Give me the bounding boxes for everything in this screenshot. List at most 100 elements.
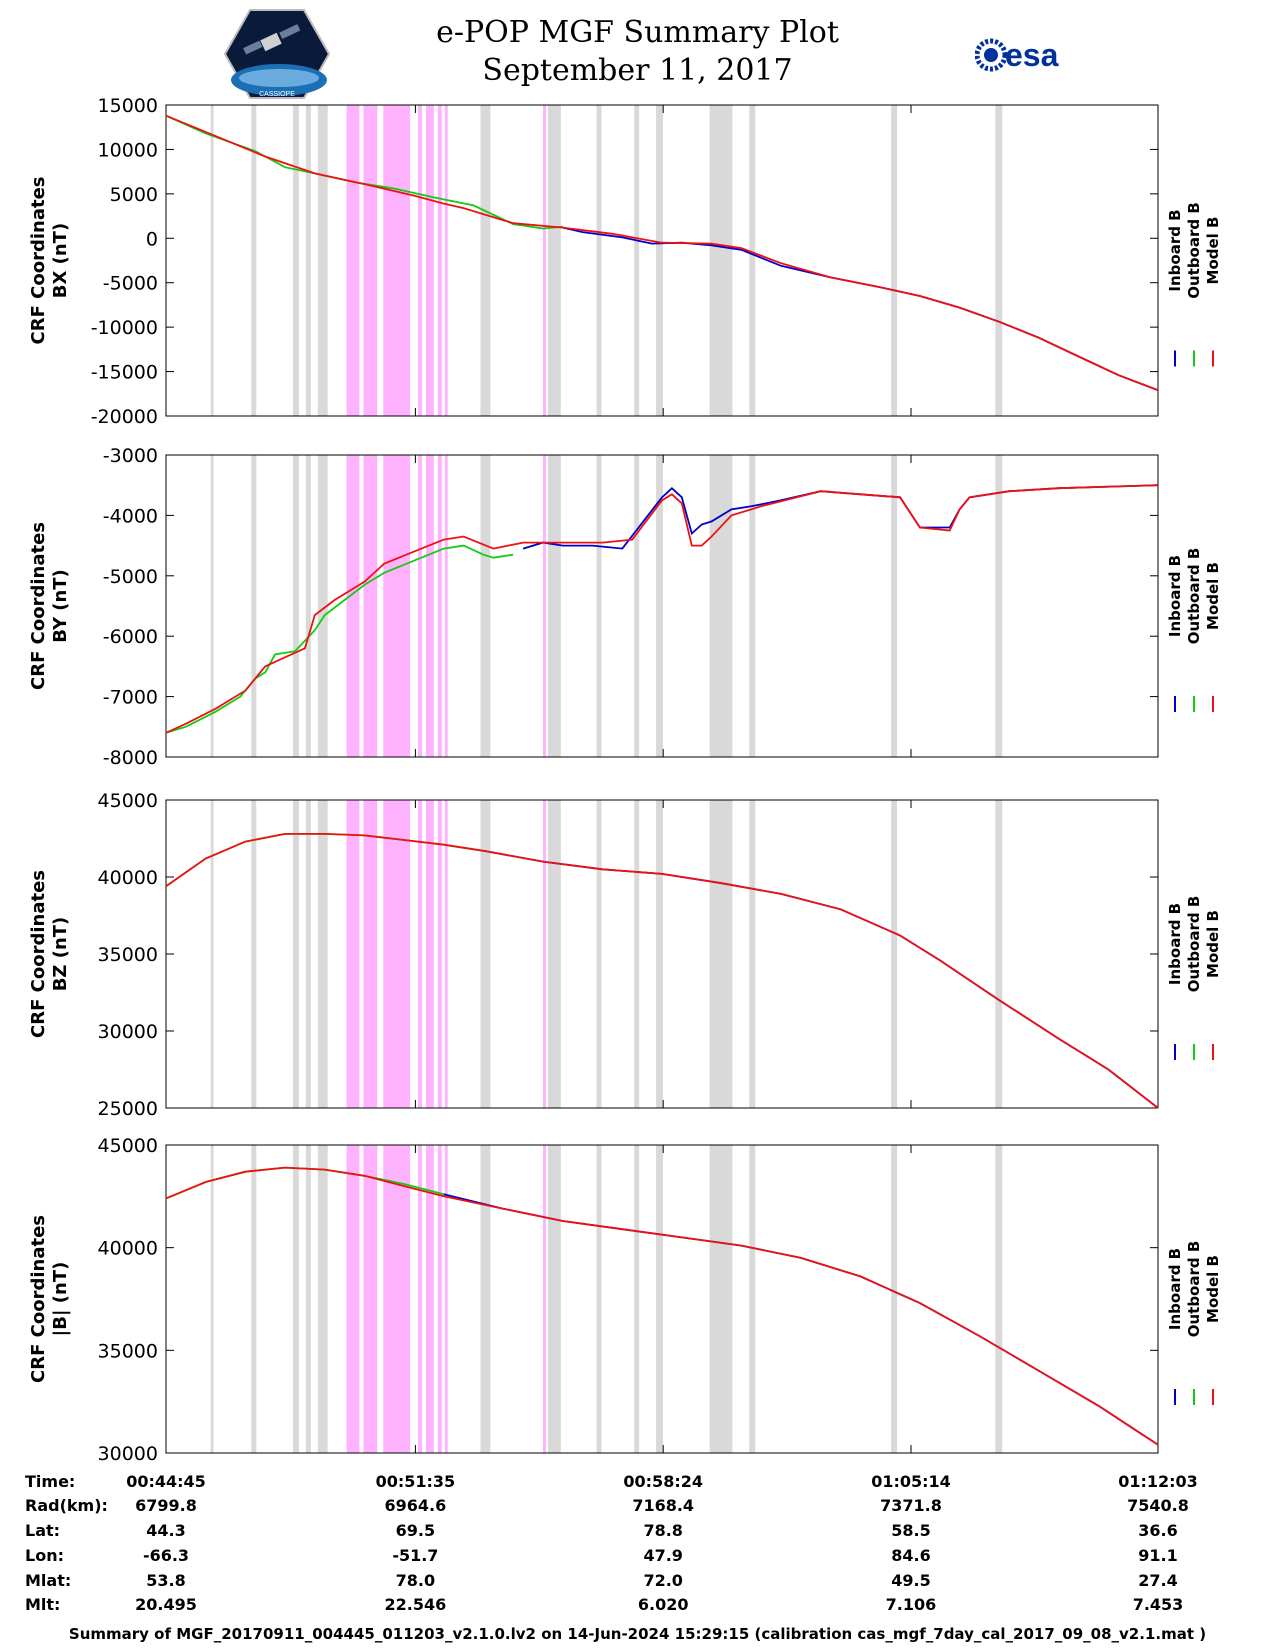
- gray-band: [305, 105, 311, 416]
- magenta-band: [437, 800, 442, 1108]
- y-tick-label: -8000: [103, 747, 158, 769]
- time-table-cell: 00:51:35: [376, 1472, 456, 1491]
- time-table-cell: 44.3: [146, 1521, 185, 1540]
- y-tick-label: 40000: [98, 1238, 158, 1260]
- gray-band: [749, 105, 756, 416]
- legend-label-model: Model B: [1204, 562, 1222, 630]
- time-table-cell: 84.6: [891, 1546, 930, 1565]
- magenta-band: [542, 105, 546, 416]
- gray-band: [251, 455, 257, 757]
- y-tick-label: 0: [146, 228, 158, 250]
- gray-band: [317, 800, 328, 1108]
- magenta-band: [363, 105, 378, 416]
- model-series-line: [165, 114, 1159, 392]
- gray-band: [596, 455, 602, 757]
- axes-frame: [165, 454, 1159, 758]
- magenta-band: [444, 105, 448, 416]
- y-tick-label: 45000: [98, 790, 158, 812]
- time-table-cell: 6.020: [638, 1595, 689, 1614]
- axes-frame: [165, 1144, 1159, 1454]
- gray-band: [891, 800, 898, 1108]
- y-tick-label: -3000: [103, 445, 158, 467]
- gray-band: [317, 105, 328, 416]
- time-table-cell: 78.0: [396, 1571, 435, 1590]
- gray-band: [596, 1145, 602, 1453]
- inboard-series-line: [522, 484, 1159, 550]
- gray-band: [251, 105, 257, 416]
- y-tick-label: -6000: [103, 626, 158, 648]
- time-table-cell: 7.453: [1133, 1595, 1184, 1614]
- magenta-band: [383, 1145, 411, 1453]
- legend-label-outboard: Outboard B: [1185, 202, 1203, 299]
- gray-band: [480, 455, 491, 757]
- inboard-series-line: [562, 226, 1159, 392]
- gray-band: [317, 455, 328, 757]
- y-tick-label: 40000: [98, 867, 158, 889]
- magenta-band: [417, 455, 422, 757]
- gray-band: [656, 1145, 663, 1453]
- time-row-label: Mlat:: [25, 1571, 71, 1590]
- magenta-band: [542, 800, 546, 1108]
- gray-band: [709, 1145, 733, 1453]
- legend-label-outboard: Outboard B: [1185, 896, 1203, 993]
- magenta-band: [417, 105, 422, 416]
- legend-label-inboard: Inboard B: [1166, 209, 1184, 291]
- magenta-band: [437, 1145, 442, 1453]
- gray-band: [210, 105, 214, 416]
- magenta-band: [346, 1145, 360, 1453]
- time-row-label: Mlt:: [25, 1595, 60, 1614]
- gray-band: [251, 1145, 257, 1453]
- gray-band: [292, 105, 299, 416]
- gray-band: [547, 455, 561, 757]
- magenta-band: [425, 1145, 434, 1453]
- y-tick-label: 45000: [98, 1135, 158, 1157]
- y-axis-label: CRF Coordinates: [28, 177, 49, 345]
- time-table-cell: 27.4: [1138, 1571, 1177, 1590]
- magenta-band: [363, 800, 378, 1108]
- gray-band: [749, 800, 756, 1108]
- y-tick-label: 30000: [98, 1443, 158, 1465]
- magenta-band: [346, 105, 360, 416]
- time-table-cell: 6799.8: [135, 1496, 197, 1515]
- time-table-cell: 00:58:24: [623, 1472, 703, 1491]
- y-axis-label: BX (nT): [50, 223, 71, 298]
- magenta-band: [425, 455, 434, 757]
- gray-band: [749, 455, 756, 757]
- logo-right-text: esa: [1005, 37, 1059, 73]
- gray-band: [305, 800, 311, 1108]
- gray-band: [547, 1145, 561, 1453]
- esa-logo: esa: [975, 37, 1059, 73]
- gray-band: [317, 1145, 328, 1453]
- gray-band: [995, 800, 1003, 1108]
- gray-band: [596, 105, 602, 416]
- legend-label-model: Model B: [1204, 1255, 1222, 1323]
- y-axis-label: CRF Coordinates: [28, 522, 49, 690]
- logo-left-text: CASSIOPE: [259, 91, 295, 98]
- outboard-series-line: [165, 544, 514, 734]
- legend-label-model: Model B: [1204, 217, 1222, 285]
- magenta-band: [346, 800, 360, 1108]
- gray-band: [210, 800, 214, 1108]
- title-block: e-POP MGF Summary Plot September 11, 201…: [0, 14, 1275, 90]
- legend-label-inboard: Inboard B: [1166, 903, 1184, 985]
- time-table-cell: 72.0: [643, 1571, 682, 1590]
- axes-frame: [165, 104, 1159, 417]
- magenta-band: [542, 1145, 546, 1453]
- gray-band: [995, 105, 1003, 416]
- magenta-band: [437, 105, 442, 416]
- cassiope-logo: CASSIOPE: [224, 9, 330, 99]
- gray-band: [891, 1145, 898, 1453]
- time-table-cell: 69.5: [396, 1521, 435, 1540]
- footer-caption: Summary of MGF_20170911_004445_011203_v2…: [68, 1625, 1207, 1643]
- gray-band: [292, 455, 299, 757]
- legend-label-inboard: Inboard B: [1166, 1248, 1184, 1330]
- time-table-cell: 01:05:14: [871, 1472, 951, 1491]
- time-row-label: Time:: [25, 1472, 75, 1491]
- magenta-band: [444, 800, 448, 1108]
- y-tick-label: -4000: [103, 505, 158, 527]
- y-tick-label: -10000: [91, 317, 158, 339]
- y-tick-label: 10000: [98, 139, 158, 161]
- time-table-cell: 6964.6: [385, 1496, 447, 1515]
- gray-band: [634, 800, 640, 1108]
- plot-title: e-POP MGF Summary Plot: [436, 15, 839, 50]
